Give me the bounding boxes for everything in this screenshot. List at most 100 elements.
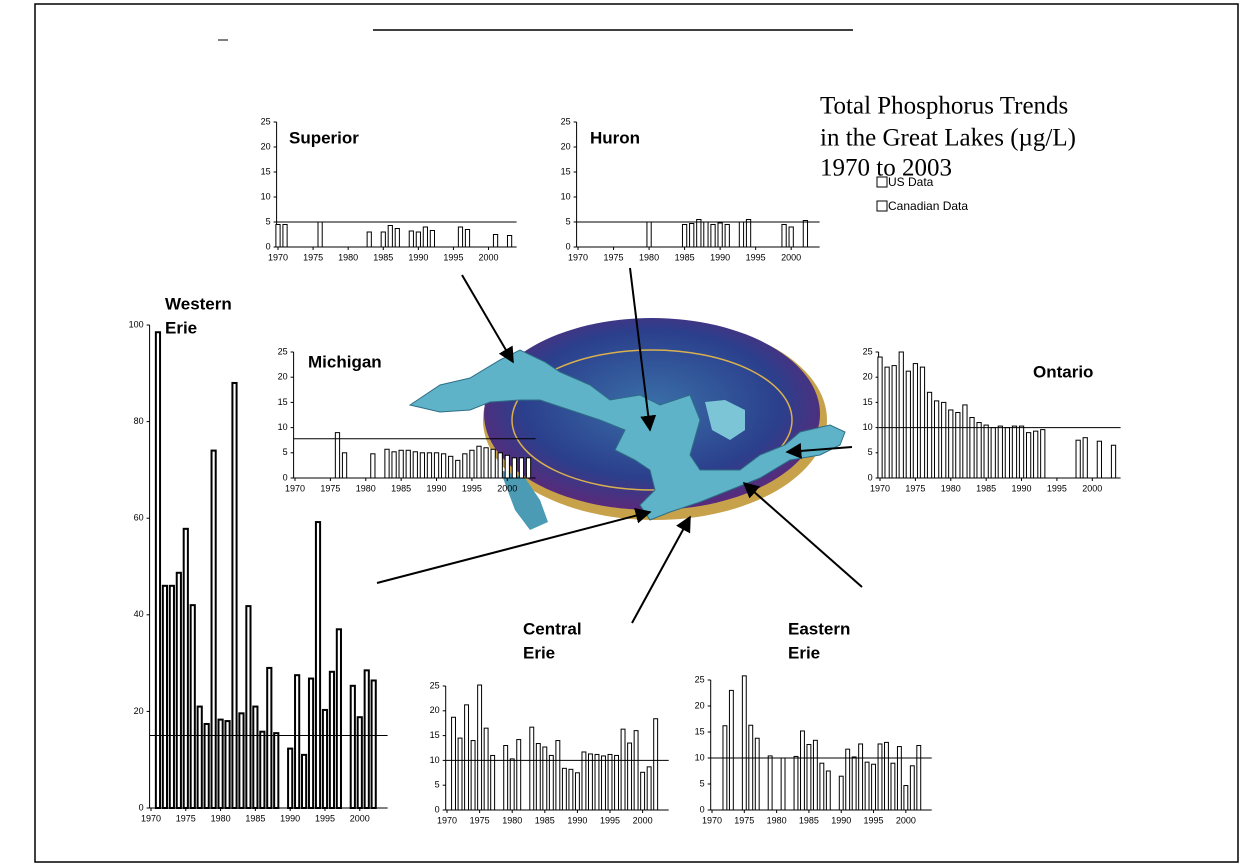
bar <box>767 755 773 811</box>
x-tick-label: 1975 <box>905 483 925 493</box>
y-tick-label: 100 <box>129 319 144 329</box>
y-tick-label: 15 <box>261 166 271 176</box>
y-tick-label: 20 <box>278 372 288 382</box>
bar <box>912 363 919 479</box>
x-tick-label: 1990 <box>280 813 300 823</box>
chart-title: Huron <box>590 128 640 147</box>
bar <box>653 718 659 811</box>
x-tick-label: 1980 <box>639 252 659 262</box>
bar <box>1025 432 1032 479</box>
bar <box>483 447 489 479</box>
bar <box>1096 440 1102 479</box>
bar <box>748 724 754 811</box>
legend-swatch <box>876 200 888 212</box>
x-tick-label: 1990 <box>408 252 428 262</box>
x-tick-label: 1970 <box>141 813 161 823</box>
bar <box>587 753 593 811</box>
bar <box>851 756 857 811</box>
bar <box>259 730 266 809</box>
bar <box>408 230 414 248</box>
bar <box>926 391 933 479</box>
page-title: Total Phosphorus Trends <box>820 93 1068 120</box>
bar <box>363 669 370 809</box>
bar <box>728 689 734 811</box>
bar <box>328 670 336 809</box>
y-tick-label: 5 <box>435 780 440 790</box>
bar <box>182 527 189 809</box>
arrow <box>631 515 691 624</box>
bar <box>741 675 747 811</box>
bar <box>535 743 541 811</box>
bar <box>314 521 322 810</box>
bar <box>252 705 259 810</box>
bar <box>620 728 626 811</box>
bar <box>457 226 464 248</box>
x-tick-label: 1995 <box>462 483 482 493</box>
bar <box>633 730 639 811</box>
bar <box>969 417 975 479</box>
bar <box>884 741 889 811</box>
x-tick-label: 1990 <box>710 252 730 262</box>
bar <box>429 230 435 248</box>
bar <box>516 739 522 811</box>
x-tick-label: 1985 <box>675 252 695 262</box>
y-tick-label: 10 <box>695 752 705 762</box>
bar <box>909 765 915 811</box>
arrow <box>742 481 863 588</box>
bar <box>349 684 356 810</box>
bar <box>238 712 245 809</box>
bar <box>503 745 509 811</box>
y-tick-label: 60 <box>134 513 144 523</box>
page-border <box>34 3 1239 863</box>
bar <box>1004 427 1011 479</box>
page-title: in the Great Lakes (µg/L) <box>820 125 1076 152</box>
y-tick-label: 20 <box>261 141 271 151</box>
bar <box>696 219 702 248</box>
bar <box>415 231 421 248</box>
bar <box>203 722 210 810</box>
bar <box>955 411 961 479</box>
bar <box>607 753 613 811</box>
bar <box>525 457 532 479</box>
y-tick-label: 10 <box>278 422 288 432</box>
x-tick-label: 1995 <box>746 252 766 262</box>
bar <box>366 231 372 248</box>
y-tick-label: 25 <box>278 346 288 356</box>
x-tick-label: 1980 <box>767 815 787 825</box>
x-tick-label: 1995 <box>1047 483 1067 493</box>
bar <box>294 674 301 809</box>
x-tick-label: 2000 <box>896 815 916 825</box>
bar <box>394 228 400 248</box>
bar <box>380 231 386 248</box>
bar <box>561 767 567 811</box>
y-tick-label: 10 <box>561 191 571 201</box>
bar <box>896 746 902 811</box>
bar <box>196 705 203 810</box>
bar <box>321 708 329 809</box>
x-tick-label: 1990 <box>567 815 587 825</box>
bar <box>370 679 377 809</box>
bar <box>689 223 695 248</box>
bar <box>738 221 745 248</box>
bar <box>681 224 688 248</box>
y-tick-label: 25 <box>863 346 873 356</box>
bar <box>422 226 428 248</box>
bar <box>1040 429 1046 479</box>
bar <box>838 775 844 811</box>
x-tick-label: 1975 <box>176 813 196 823</box>
y-tick-label: 0 <box>700 804 705 814</box>
bar <box>189 604 196 810</box>
y-tick-label: 5 <box>566 216 571 226</box>
y-tick-label: 15 <box>278 397 288 407</box>
bar <box>905 370 911 479</box>
bar <box>334 432 341 479</box>
arrow <box>376 507 652 584</box>
x-tick-label: 1985 <box>391 483 411 493</box>
bar <box>1011 425 1018 479</box>
bar <box>231 381 238 809</box>
lake-shape <box>705 400 745 440</box>
x-tick-label: 1985 <box>799 815 819 825</box>
bar <box>210 449 217 809</box>
x-tick-label: 2000 <box>633 815 653 825</box>
x-tick-label: 2000 <box>479 252 499 262</box>
